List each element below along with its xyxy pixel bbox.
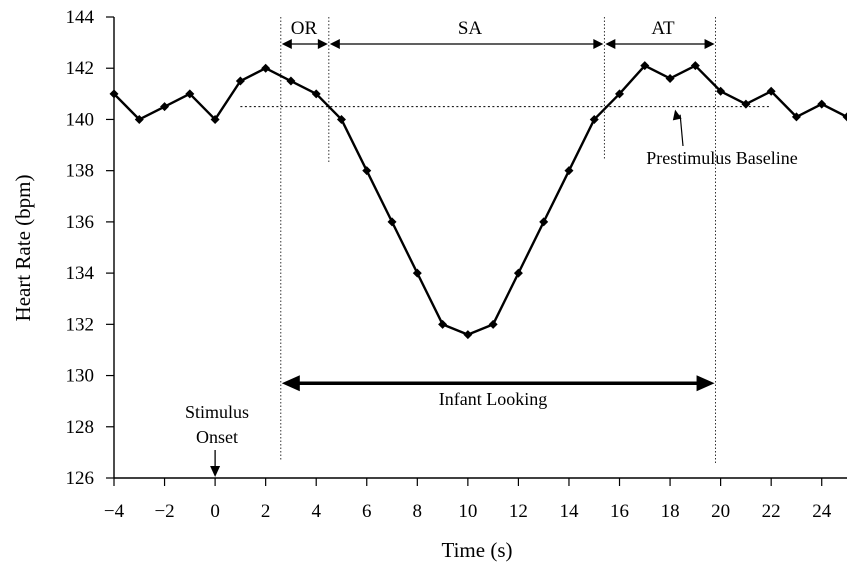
- data-point: [513, 268, 523, 278]
- y-tick-label: 144: [66, 7, 95, 28]
- x-tick-label: 0: [210, 501, 220, 522]
- y-tick-label: 140: [66, 109, 95, 130]
- data-point: [791, 112, 801, 122]
- y-tick-label: 128: [66, 417, 95, 438]
- baseline-pointer-line: [679, 114, 684, 147]
- x-tick-label: 14: [559, 501, 579, 522]
- x-tick-label: 16: [610, 501, 629, 522]
- x-tick-label: 22: [762, 501, 781, 522]
- x-tick-label: 8: [413, 501, 423, 522]
- y-tick-label: 142: [66, 58, 95, 79]
- x-tick-label: 12: [509, 501, 528, 522]
- x-tick-label: 2: [261, 501, 271, 522]
- phase-arrow-head-right: [593, 39, 604, 49]
- looking-arrow-head-right: [696, 375, 715, 392]
- data-point: [640, 61, 650, 71]
- x-tick-label: 10: [458, 501, 477, 522]
- stimulus-onset-arrow-head: [210, 466, 221, 477]
- data-point: [311, 89, 321, 99]
- data-point: [766, 86, 776, 96]
- x-tick-label: 4: [311, 501, 321, 522]
- data-point: [539, 217, 549, 227]
- x-tick-label: 18: [661, 501, 680, 522]
- data-point: [564, 166, 574, 176]
- phase-arrow-head-left: [281, 39, 292, 49]
- phase-arrow-head-left: [329, 39, 340, 49]
- data-point: [336, 114, 346, 124]
- stimulus-onset-label-line2: Onset: [196, 427, 238, 447]
- data-point: [438, 319, 448, 329]
- x-axis-title: Time (s): [442, 538, 513, 562]
- y-tick-label: 126: [66, 468, 95, 489]
- y-tick-label: 138: [66, 161, 95, 182]
- y-axis-title: Heart Rate (bpm): [11, 175, 35, 322]
- phase-arrow-head-right: [317, 39, 328, 49]
- x-tick-label: −2: [154, 501, 174, 522]
- data-point: [134, 114, 144, 124]
- data-point: [690, 61, 700, 71]
- phase-label-at: AT: [651, 18, 675, 39]
- data-point: [488, 319, 498, 329]
- heart-rate-line: [113, 64, 847, 336]
- y-tick-label: 136: [66, 212, 95, 233]
- data-point: [387, 217, 397, 227]
- data-point: [210, 114, 220, 124]
- phase-label-sa: SA: [458, 18, 483, 39]
- baseline-label: Prestimulus Baseline: [646, 148, 798, 168]
- data-point: [589, 114, 599, 124]
- infant-looking-label: Infant Looking: [439, 389, 547, 409]
- y-tick-label: 132: [66, 314, 95, 335]
- phase-label-or: OR: [291, 18, 318, 39]
- data-point: [261, 63, 271, 73]
- data-point: [185, 89, 195, 99]
- phase-arrow-head-right: [704, 39, 715, 49]
- data-point: [463, 330, 473, 340]
- y-tick-label: 134: [66, 263, 95, 284]
- data-point: [286, 76, 296, 86]
- x-tick-label: 20: [711, 501, 730, 522]
- y-tick-label: 130: [66, 366, 95, 387]
- stimulus-onset-label-line1: Stimulus: [185, 402, 249, 422]
- data-point: [160, 102, 170, 112]
- x-tick-label: 24: [812, 501, 832, 522]
- data-point: [716, 86, 726, 96]
- data-point: [412, 268, 422, 278]
- data-point: [615, 89, 625, 99]
- baseline-pointer-head: [672, 109, 682, 121]
- data-point: [109, 89, 119, 99]
- data-point: [665, 73, 675, 83]
- data-point: [842, 112, 847, 122]
- looking-arrow-head-left: [281, 375, 300, 392]
- data-point: [817, 99, 827, 109]
- data-point: [235, 76, 245, 86]
- x-tick-label: −4: [104, 501, 125, 522]
- data-point: [741, 99, 751, 109]
- data-point: [362, 166, 372, 176]
- x-tick-label: 6: [362, 501, 372, 522]
- phase-arrow-head-left: [605, 39, 616, 49]
